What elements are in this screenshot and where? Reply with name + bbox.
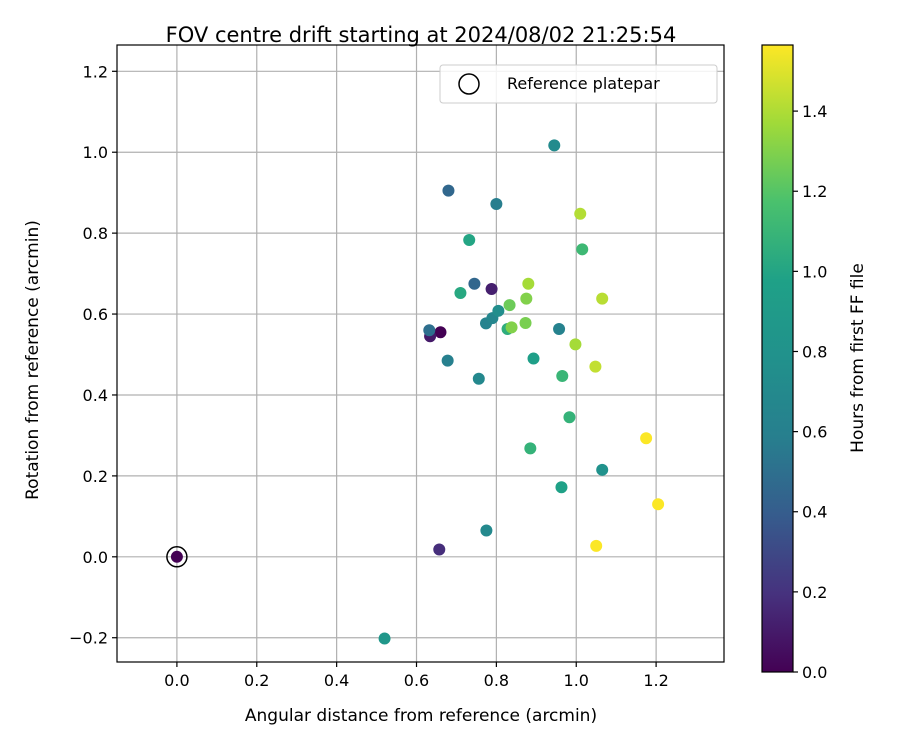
- legend-marker-ring-icon: [458, 73, 480, 95]
- data-point: [492, 304, 505, 317]
- data-point: [652, 498, 665, 511]
- data-point: [442, 184, 455, 197]
- colorbar: 0.0 0.2 0.4 0.6 0.8 1.0 1.2 1.4 Hours from firs…: [761, 44, 868, 682]
- chart-title: FOV centre drift starting at 2024/08/02 …: [166, 23, 677, 47]
- y-tick-label: 0.4: [83, 386, 108, 405]
- y-tick-label: 0.2: [83, 467, 108, 486]
- grid: [117, 45, 724, 662]
- data-point: [524, 442, 537, 455]
- colorbar-tick-label: 1.0: [802, 262, 827, 281]
- x-tick-label: 0.4: [324, 671, 349, 690]
- colorbar-label: Hours from first FF file: [848, 263, 868, 453]
- colorbar-tick-label: 0.4: [802, 503, 827, 522]
- data-point: [454, 287, 467, 300]
- data-point: [433, 543, 446, 556]
- data-point: [527, 352, 540, 365]
- x-tick-label: 1.0: [564, 671, 589, 690]
- data-point: [434, 326, 447, 339]
- data-point: [576, 243, 589, 256]
- data-point: [503, 299, 516, 312]
- y-tick-label: 0.0: [83, 548, 108, 567]
- data-point: [472, 372, 485, 385]
- legend-box: [439, 64, 718, 104]
- x-tick-label: 0.6: [404, 671, 429, 690]
- x-tick-label: 1.2: [643, 671, 668, 690]
- data-point: [505, 321, 518, 334]
- reference-platepar-marker: [166, 546, 188, 568]
- colorbar-tick-label: 1.4: [802, 102, 827, 121]
- colorbar-ticks: 0.0 0.2 0.4 0.6 0.8 1.0 1.2 1.4: [793, 102, 827, 682]
- plot-area: 0.0 0.2 0.4 0.6 0.8 1.0 1.2 −0.20.00.20.40.60.…: [69, 44, 725, 690]
- data-point: [563, 411, 576, 424]
- x-axis-ticks: 0.0 0.2 0.4 0.6 0.8 1.0 1.2: [164, 662, 669, 690]
- data-point: [569, 338, 582, 351]
- data-point: [485, 282, 498, 295]
- legend: Reference platepar: [439, 64, 718, 104]
- data-point: [596, 463, 609, 476]
- data-point: [170, 550, 183, 563]
- data-points: [166, 139, 665, 645]
- plot-frame: [116, 44, 725, 663]
- y-axis-ticks: −0.2 0.0 0.2 0.4 0.6 0.8 1.0 1.2: [69, 62, 117, 648]
- colorbar-tick-label: 1.2: [802, 182, 827, 201]
- colorbar-tick-label: 0.6: [802, 423, 827, 442]
- data-point: [548, 139, 561, 152]
- data-point: [590, 539, 603, 552]
- x-tick-label: 0.2: [244, 671, 269, 690]
- data-point: [556, 369, 569, 382]
- data-point: [441, 354, 454, 367]
- legend-entry-label: Reference platepar: [507, 74, 660, 93]
- colorbar-tick-label: 0.8: [802, 342, 827, 361]
- x-axis-label: Angular distance from reference (arcmin): [245, 706, 597, 726]
- y-axis-label: Rotation from reference (arcmin): [23, 220, 43, 500]
- colorbar-gradient: [761, 44, 794, 673]
- y-tick-label: 0.8: [83, 224, 108, 243]
- x-tick-label: 0.8: [484, 671, 509, 690]
- x-tick-label: 0.0: [164, 671, 189, 690]
- data-point: [596, 292, 609, 305]
- data-point: [468, 277, 481, 290]
- data-point: [423, 324, 436, 337]
- data-point: [490, 198, 503, 211]
- data-point: [555, 481, 568, 494]
- y-tick-label: 1.0: [83, 143, 108, 162]
- y-tick-label: 1.2: [83, 62, 108, 81]
- data-point: [553, 323, 566, 336]
- colorbar-tick-label: 0.2: [802, 583, 827, 602]
- data-point: [589, 360, 602, 373]
- data-point: [574, 207, 587, 220]
- y-tick-label: 0.6: [83, 305, 108, 324]
- data-point: [378, 632, 391, 645]
- data-point: [520, 292, 533, 305]
- data-point: [480, 524, 493, 537]
- data-point: [463, 234, 476, 247]
- colorbar-tick-label: 0.0: [802, 663, 827, 682]
- data-point: [522, 277, 535, 290]
- data-point: [640, 432, 653, 445]
- data-point: [519, 316, 532, 329]
- y-tick-label: −0.2: [69, 629, 108, 648]
